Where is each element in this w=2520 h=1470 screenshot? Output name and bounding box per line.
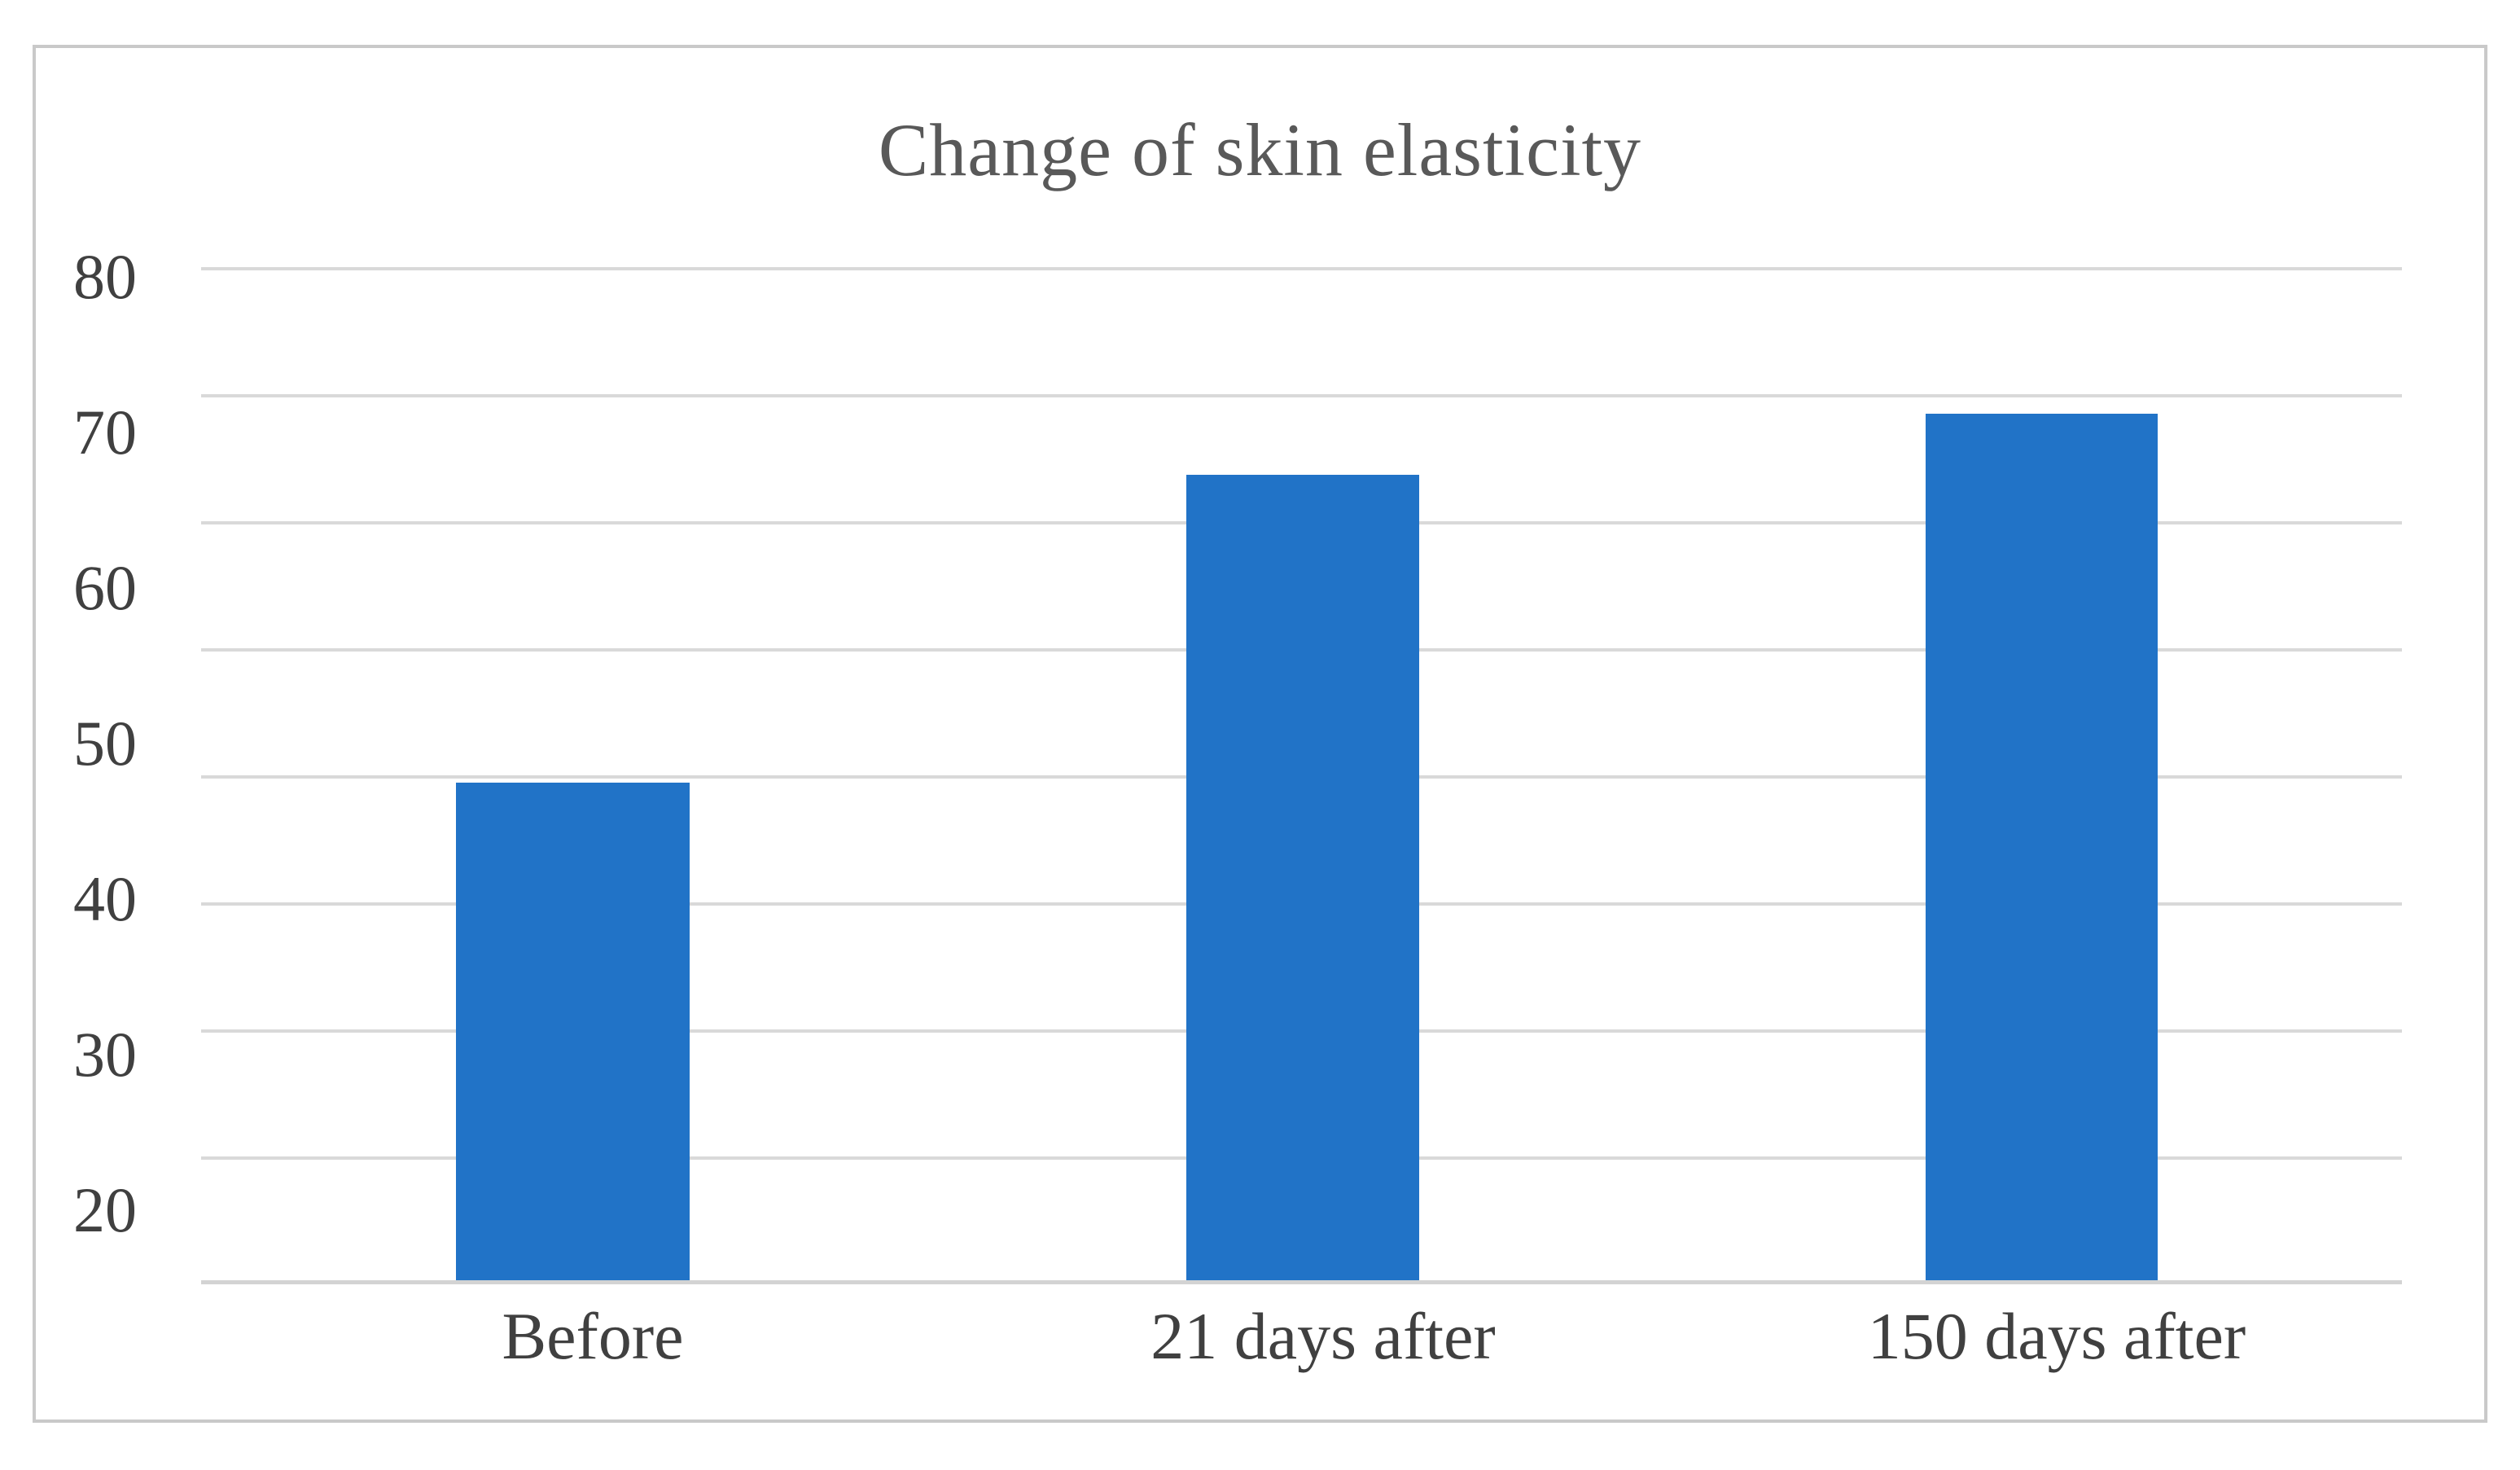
y-tick-label: 80 xyxy=(73,241,137,312)
x-category-label: Before xyxy=(502,1299,684,1373)
y-tick-label: 50 xyxy=(73,708,137,779)
bar-21-days-after xyxy=(1186,475,1419,1280)
y-tick-label: 70 xyxy=(73,397,137,467)
y-tick-label: 20 xyxy=(73,1174,137,1245)
x-category-label: 150 days after xyxy=(1867,1299,2246,1373)
bar-150-days-after xyxy=(1926,414,2158,1280)
figure-border xyxy=(33,45,2487,1423)
gridline xyxy=(201,394,2402,397)
gridline xyxy=(201,267,2402,270)
y-tick-label: 40 xyxy=(73,863,137,934)
x-axis-line xyxy=(201,1280,2402,1284)
chart-title: Change of skin elasticity xyxy=(878,108,1642,191)
y-tick-label: 60 xyxy=(73,552,137,623)
y-tick-label: 30 xyxy=(73,1019,137,1090)
x-category-label: 21 days after xyxy=(1150,1299,1496,1373)
bar-before xyxy=(456,783,690,1280)
